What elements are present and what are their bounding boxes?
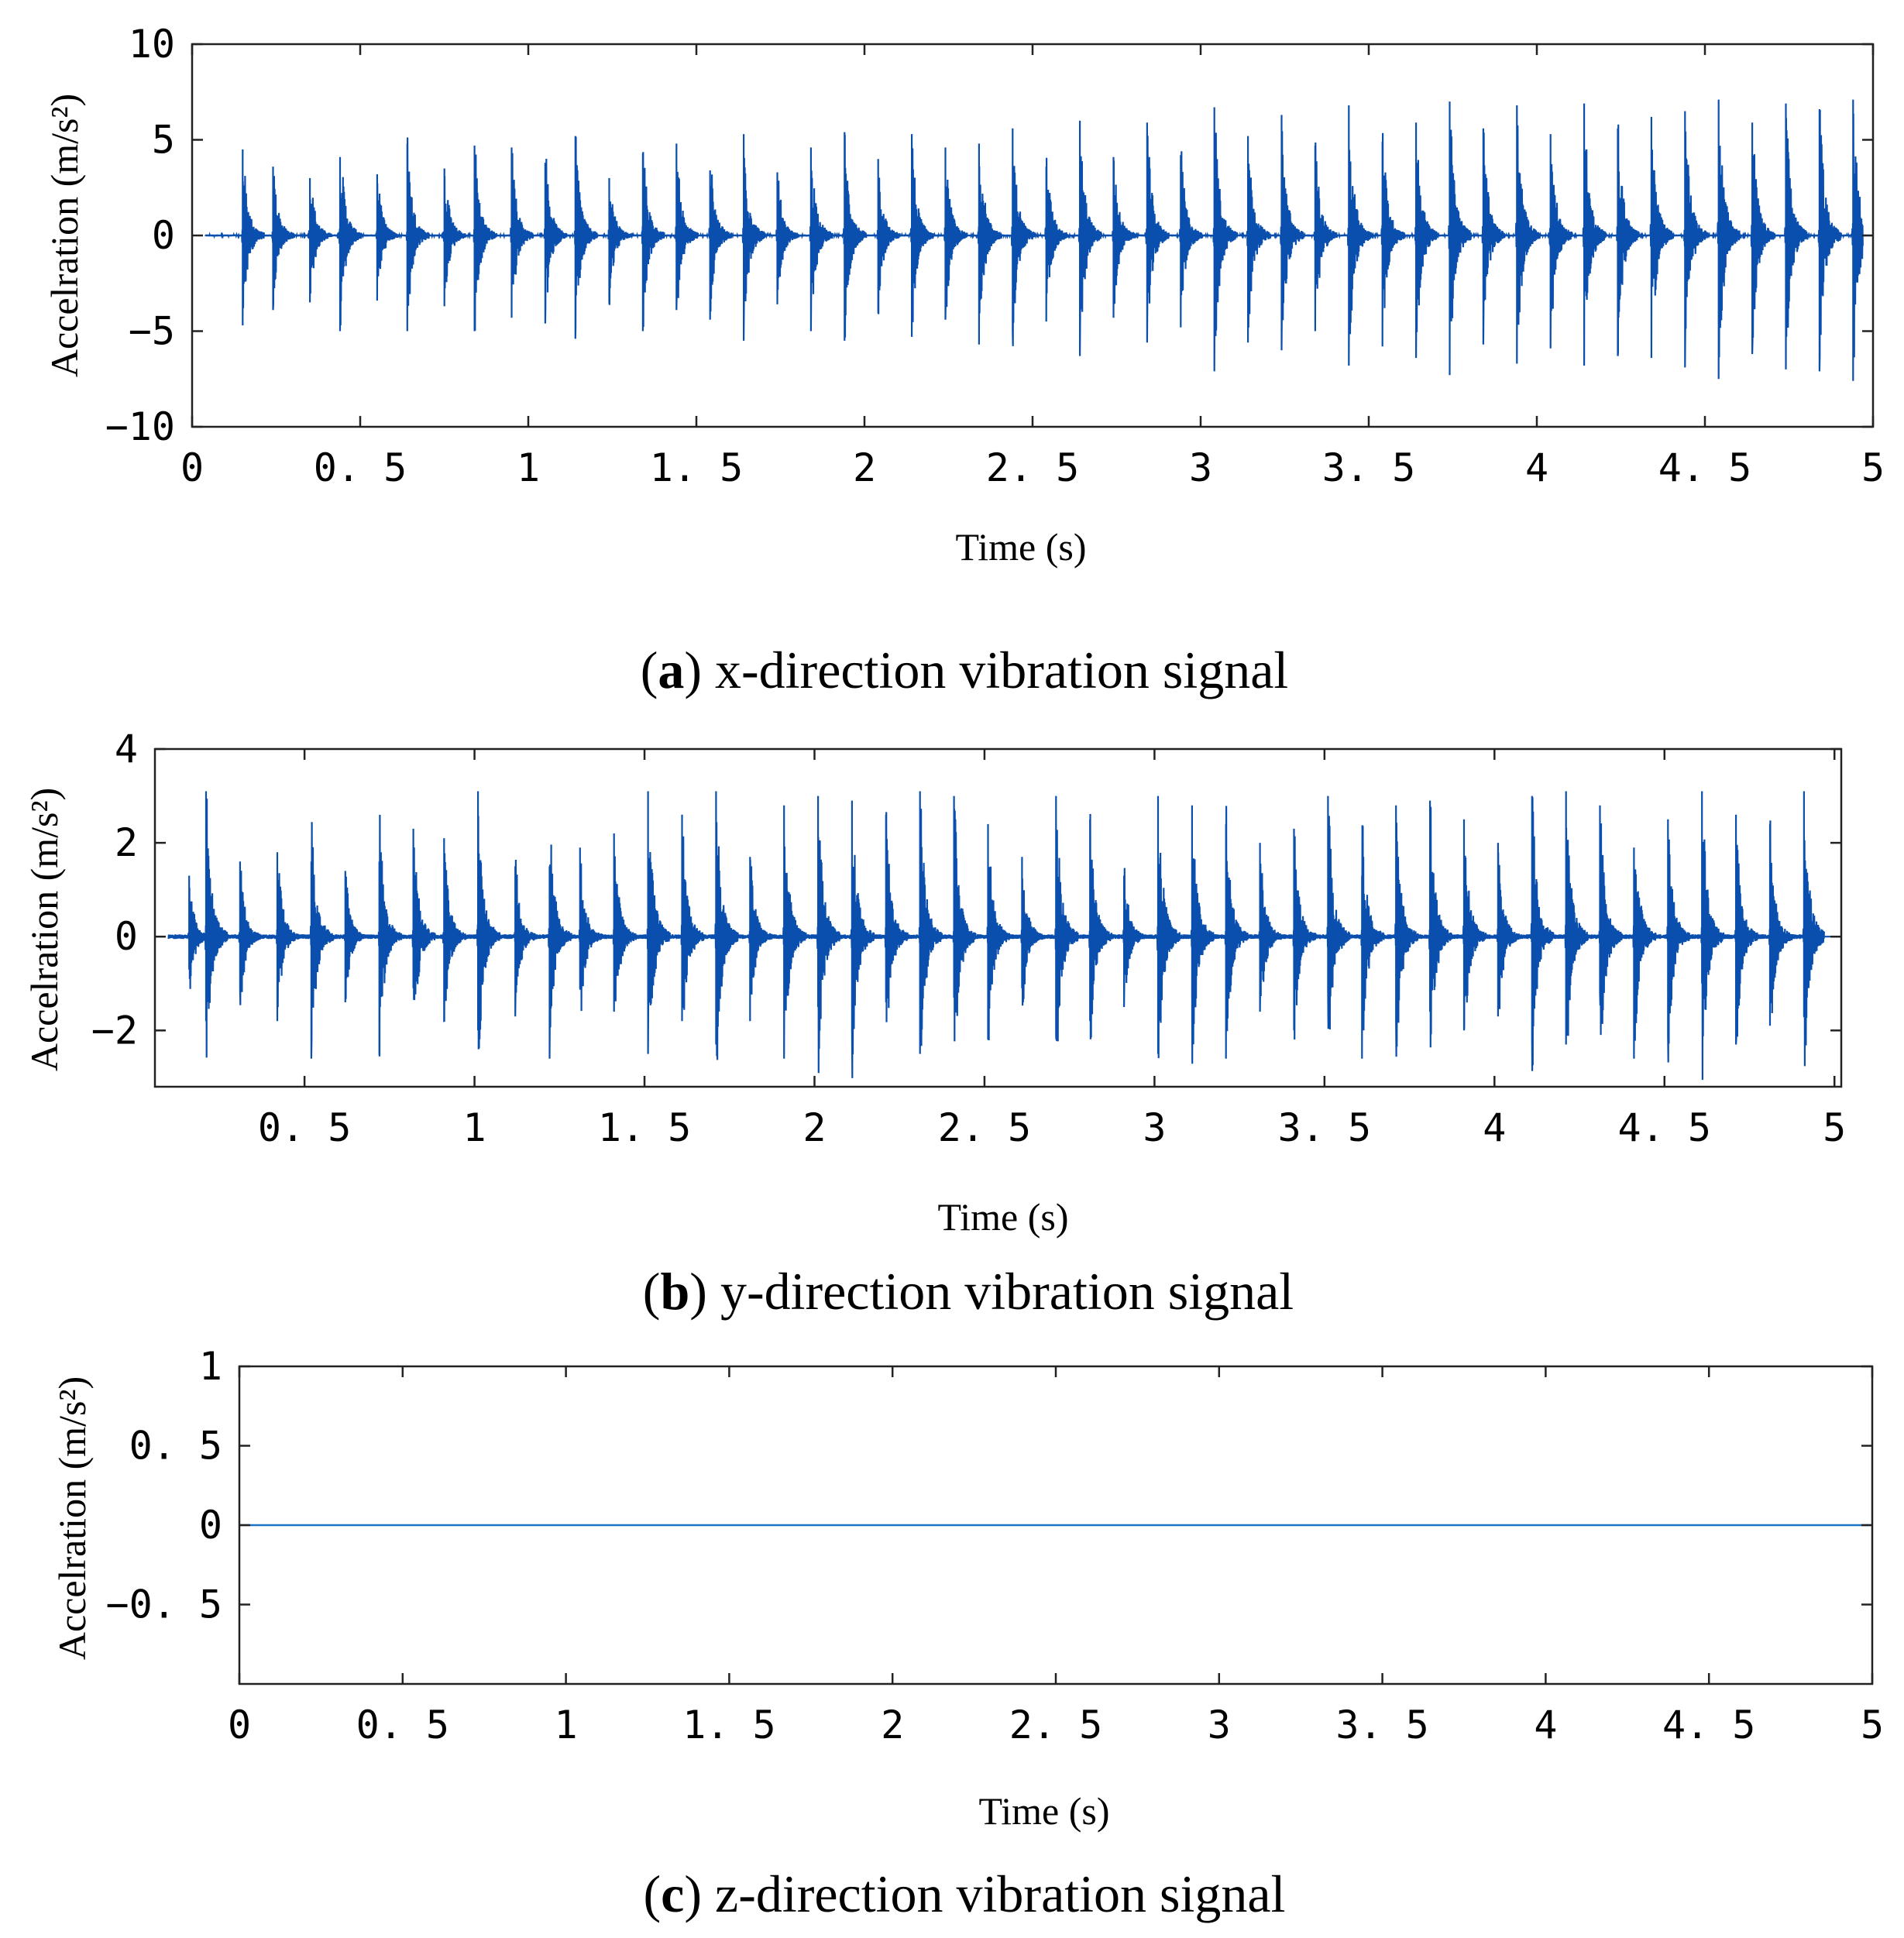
caption-text-x: x-direction vibration signal bbox=[702, 641, 1288, 699]
y-axis-label-y: Accelration (m/s²) bbox=[22, 788, 66, 1071]
x-tick-label: 0. 5 bbox=[356, 1703, 449, 1747]
x-tick-label: 3. 5 bbox=[1322, 445, 1415, 490]
x-tick-label: 4 bbox=[1483, 1105, 1506, 1150]
x-tick-label: 4. 5 bbox=[1658, 445, 1751, 490]
y-axis-ticks-x: −10 −5 0 5 10 bbox=[105, 22, 1873, 449]
y-tick-label: −0. 5 bbox=[105, 1582, 222, 1627]
caption-letter-b: b bbox=[660, 1262, 689, 1321]
x-tick-label: 0. 5 bbox=[314, 445, 407, 490]
x-tick-label: 1 bbox=[555, 1703, 578, 1747]
x-tick-label: 5 bbox=[1861, 1703, 1884, 1747]
y-tick-label: −2 bbox=[91, 1008, 138, 1053]
x-tick-label: 1. 5 bbox=[650, 445, 743, 490]
x-tick-label: 1. 5 bbox=[682, 1703, 775, 1747]
x-axis-label-y: Time (s) bbox=[937, 1195, 1068, 1239]
caption-y: (b) y-direction vibration signal bbox=[643, 1262, 1294, 1321]
y-tick-label: 0 bbox=[199, 1503, 222, 1548]
x-tick-label: 3. 5 bbox=[1278, 1105, 1371, 1150]
x-tick-label: 4. 5 bbox=[1662, 1703, 1755, 1747]
y-tick-label: 0. 5 bbox=[129, 1424, 222, 1469]
caption-letter-c: c bbox=[661, 1864, 684, 1923]
x-tick-label: 2 bbox=[853, 445, 876, 490]
x-axis-ticks-y: 0. 5 1 1. 5 2 2. 5 3 3. 5 4 4. 5 5 bbox=[258, 749, 1846, 1150]
y-tick-label: 0 bbox=[115, 914, 138, 959]
x-tick-label: 1. 5 bbox=[598, 1105, 691, 1150]
x-axis-ticks-x: 0 0. 5 1 1. 5 2 2. 5 3 3. 5 4 4. 5 5 bbox=[180, 44, 1885, 490]
x-tick-label: 3 bbox=[1208, 1703, 1231, 1747]
y-tick-label: −10 bbox=[105, 404, 175, 449]
y-tick-label: 0 bbox=[152, 213, 175, 258]
x-tick-label: 4. 5 bbox=[1618, 1105, 1711, 1150]
caption-z: (c) z-direction vibration signal bbox=[644, 1864, 1286, 1923]
caption-text-z: z-direction vibration signal bbox=[702, 1864, 1285, 1923]
x-axis-label-z: Time (s) bbox=[978, 1789, 1109, 1833]
caption-close-paren: ) bbox=[684, 1864, 702, 1923]
x-tick-label: 4 bbox=[1534, 1703, 1557, 1747]
x-tick-label: 5 bbox=[1823, 1105, 1846, 1150]
x-tick-label: 0 bbox=[228, 1703, 251, 1747]
y-tick-label: 2 bbox=[115, 820, 138, 865]
caption-close-paren: ) bbox=[689, 1262, 707, 1321]
x-axis-ticks-z: 0 0. 5 1 1. 5 2 2. 5 3 3. 5 4 4. 5 5 bbox=[228, 1366, 1884, 1747]
x-tick-label: 2 bbox=[881, 1703, 904, 1747]
x-tick-label: 4 bbox=[1525, 445, 1548, 490]
y-axis-label-z: Accelration (m/s²) bbox=[50, 1376, 94, 1660]
y-tick-label: −5 bbox=[129, 309, 175, 354]
y-axis-ticks-z: −0. 5 0 0. 5 1 bbox=[105, 1344, 1872, 1627]
x-tick-label: 1 bbox=[517, 445, 540, 490]
caption-text-y: y-direction vibration signal bbox=[707, 1262, 1294, 1321]
y-axis-label-x: Accelration (m/s²) bbox=[43, 94, 86, 377]
x-tick-label: 2 bbox=[802, 1105, 826, 1150]
caption-close-paren: ) bbox=[684, 641, 702, 699]
y-tick-label: 4 bbox=[115, 727, 138, 771]
x-tick-label: 2. 5 bbox=[1009, 1703, 1102, 1747]
y-tick-label: 1 bbox=[199, 1344, 222, 1389]
caption-open-paren: ( bbox=[641, 641, 658, 699]
axes-box-y bbox=[153, 747, 1843, 1088]
y-tick-label: 5 bbox=[152, 118, 175, 163]
caption-open-paren: ( bbox=[643, 1262, 661, 1321]
x-tick-label: 5 bbox=[1861, 445, 1885, 490]
panel-b-y-direction: 0. 5 1 1. 5 2 2. 5 3 3. 5 4 4. 5 5 −2 0 2 4 Time (s)… bbox=[22, 727, 1846, 1321]
panel-a-x-direction: 0 0. 5 1 1. 5 2 2. 5 3 3. 5 4 4. 5 5 −10 −5 0 5 10 Tim… bbox=[43, 22, 1885, 699]
signal-line-y bbox=[167, 791, 1841, 1081]
x-tick-label: 0. 5 bbox=[258, 1105, 351, 1150]
caption-open-paren: ( bbox=[644, 1864, 662, 1923]
x-tick-label: 1 bbox=[463, 1105, 486, 1150]
x-tick-label: 2. 5 bbox=[938, 1105, 1031, 1150]
panel-c-z-direction: 0 0. 5 1 1. 5 2 2. 5 3 3. 5 4 4. 5 5 −0. 5 0 0. 5 1 T… bbox=[50, 1344, 1884, 1923]
y-axis-ticks-y: −2 0 2 4 bbox=[91, 727, 1841, 1053]
y-tick-label: 10 bbox=[129, 22, 175, 67]
x-axis-label-x: Time (s) bbox=[955, 525, 1086, 569]
x-tick-label: 3 bbox=[1189, 445, 1212, 490]
caption-x: (a) x-direction vibration signal bbox=[641, 641, 1289, 699]
x-tick-label: 3 bbox=[1143, 1105, 1166, 1150]
x-tick-label: 2. 5 bbox=[986, 445, 1079, 490]
caption-letter-a: a bbox=[658, 641, 684, 699]
signal-line-x bbox=[204, 99, 1873, 381]
x-tick-label: 3. 5 bbox=[1335, 1703, 1428, 1747]
x-tick-label: 0 bbox=[180, 445, 204, 490]
